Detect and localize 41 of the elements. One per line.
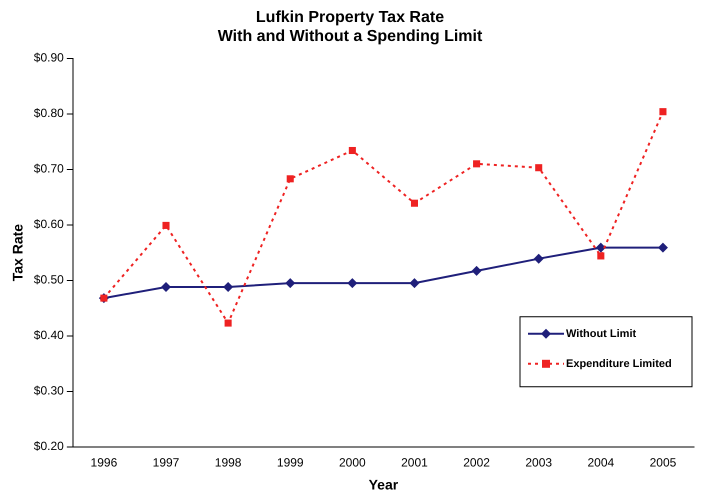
point	[472, 266, 482, 276]
y-tick-label: $0.70	[34, 162, 64, 176]
x-tick-label: 1997	[152, 455, 180, 470]
y-tick-label: $0.20	[34, 439, 64, 454]
y-tick-label: $0.40	[34, 328, 64, 342]
point	[410, 200, 418, 207]
point	[535, 164, 542, 172]
y-tick-label: $0.50	[34, 272, 64, 287]
x-tick-label: 2004	[587, 455, 614, 470]
point	[347, 278, 358, 288]
point	[473, 160, 480, 168]
x-tick-label: 2001	[401, 455, 428, 470]
y-tick-label: $0.90	[34, 50, 64, 65]
point	[224, 320, 232, 327]
chart-title: Lufkin Property Tax Rate With and Without a Spending Limit	[218, 9, 483, 46]
point	[409, 278, 420, 288]
legend-label: Without Limit	[566, 328, 636, 340]
point	[534, 254, 544, 264]
y-axis-title: Tax Rate	[9, 224, 26, 282]
point	[223, 282, 234, 292]
legend-label: Expenditure Limited	[566, 358, 672, 370]
point	[285, 278, 296, 288]
y-tick-label: $0.30	[34, 384, 64, 398]
x-tick-label: 2002	[463, 455, 490, 470]
x-tick-label: 1999	[276, 455, 304, 470]
point	[286, 175, 294, 182]
point	[162, 222, 170, 229]
x-tick-label: 2000	[339, 455, 366, 470]
point	[597, 252, 604, 260]
x-axis-title: Year	[368, 476, 399, 492]
x-tick-label: 2005	[650, 455, 677, 470]
y-tick-label: $0.60	[34, 217, 64, 232]
x-tick-label: 1996	[90, 455, 118, 470]
x-tick-label: 2003	[525, 455, 552, 470]
x-tick-label: 1998	[214, 455, 242, 470]
point	[348, 146, 356, 154]
point	[659, 108, 666, 116]
point	[658, 242, 668, 253]
point	[596, 242, 606, 253]
y-tick-label: $0.80	[34, 106, 64, 120]
point	[161, 282, 172, 292]
